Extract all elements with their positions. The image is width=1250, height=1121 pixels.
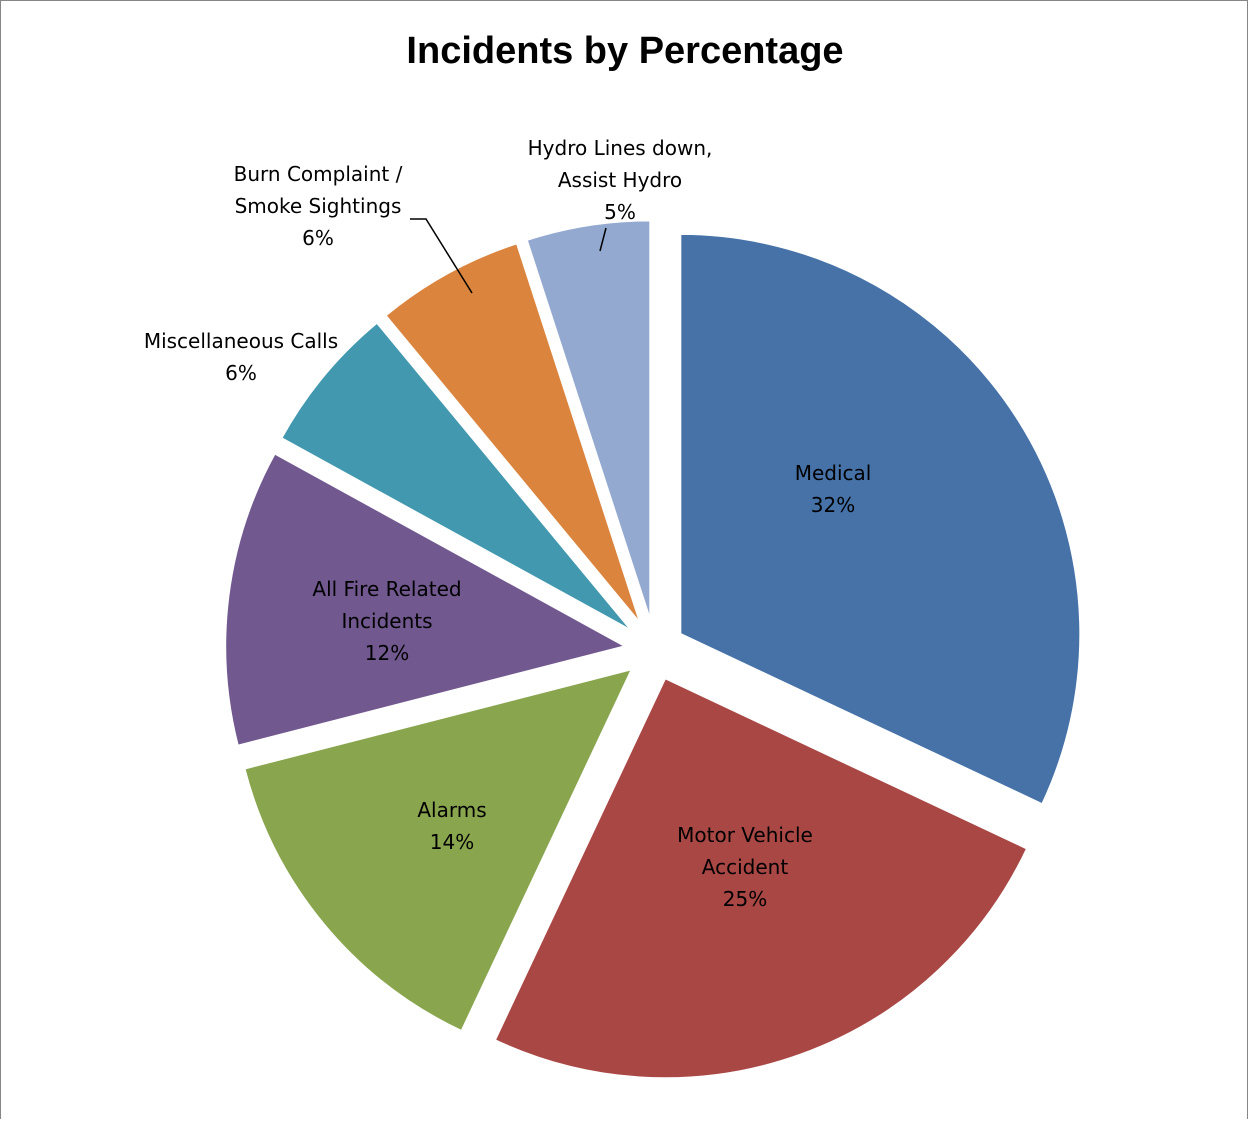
slice-category-label: Incidents: [341, 609, 432, 633]
slice-label-7: Hydro Lines down, Assist Hydro 5%: [528, 136, 713, 224]
leader-line-6: [410, 218, 473, 294]
slice-percent-label: 6%: [302, 226, 334, 250]
slice-percent-label: 12%: [365, 641, 409, 665]
slice-label-4: All Fire Related Incidents 12%: [312, 577, 461, 665]
slice-category-label: Hydro Lines down,: [528, 136, 713, 160]
leader-line-7: [599, 227, 607, 252]
slice-percent-label: 6%: [225, 361, 257, 385]
slice-category-label: Medical: [795, 461, 872, 485]
pie-slice-6: [384, 242, 642, 625]
slice-label-5: Miscellaneous Calls 6%: [144, 329, 338, 385]
slice-percent-label: 25%: [723, 887, 767, 911]
pie-slice-1: [679, 232, 1082, 806]
slice-percent-label: 32%: [811, 493, 855, 517]
pie-slice-3: [243, 667, 634, 1033]
slice-percent-label: 5%: [604, 200, 636, 224]
slice-label-3: Alarms 14%: [417, 798, 486, 854]
slice-category-label: Assist Hydro: [558, 168, 682, 192]
slice-label-2: Motor Vehicle Accident 25%: [677, 823, 813, 911]
pie-slice-5: [280, 321, 633, 632]
slice-category-label: Accident: [702, 855, 789, 879]
pie-slice-2: [493, 676, 1029, 1080]
slice-category-label: Burn Complaint /: [234, 162, 403, 186]
chart-title: Incidents by Percentage: [406, 30, 844, 72]
slice-category-label: All Fire Related: [312, 577, 461, 601]
slice-category-label: Alarms: [417, 798, 486, 822]
pie-slice-7: [525, 219, 652, 621]
slice-category-label: Smoke Sightings: [235, 194, 402, 218]
slice-category-label: Miscellaneous Calls: [144, 329, 338, 353]
slice-label-6: Burn Complaint / Smoke Sightings 6%: [234, 162, 403, 250]
slice-category-label: Motor Vehicle: [677, 823, 813, 847]
slice-percent-label: 14%: [430, 830, 474, 854]
slice-label-1: Medical 32%: [795, 461, 872, 517]
pie-slice-4: [224, 452, 628, 747]
